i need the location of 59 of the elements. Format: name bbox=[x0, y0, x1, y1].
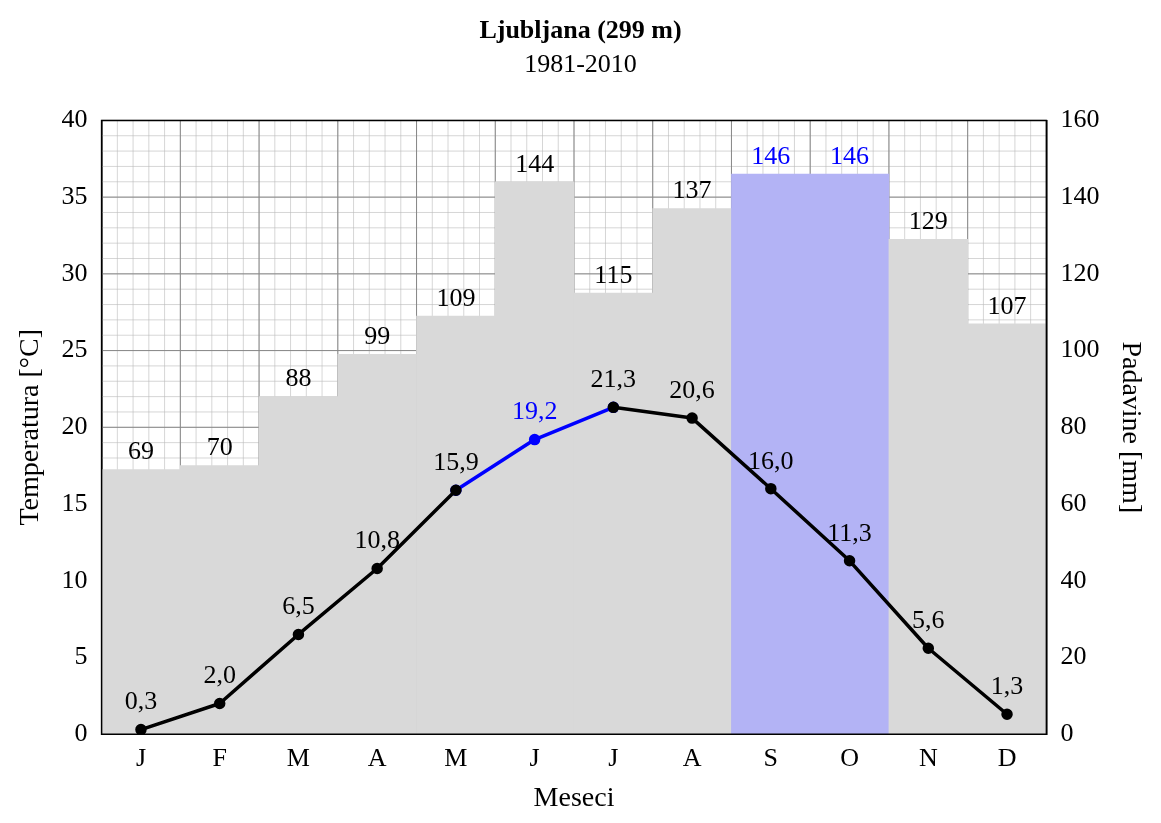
y2-tick-label: 160 bbox=[1060, 104, 1100, 134]
data-label: 137 bbox=[672, 175, 712, 205]
chart-subtitle: 1981-2010 bbox=[524, 48, 637, 78]
data-label: 0,3 bbox=[124, 686, 158, 716]
y2-tick-label: 20 bbox=[1060, 641, 1087, 671]
x-tick-label: D bbox=[997, 742, 1017, 772]
y2-tick-label: 120 bbox=[1060, 257, 1100, 287]
data-label: 15,9 bbox=[433, 447, 479, 477]
y2-tick-label: 80 bbox=[1060, 411, 1087, 441]
x-tick-label: S bbox=[763, 742, 779, 772]
data-label: 129 bbox=[908, 206, 948, 236]
y-tick-label: 20 bbox=[61, 411, 88, 441]
x-tick-label: A bbox=[682, 742, 702, 772]
data-label: 69 bbox=[127, 436, 154, 466]
data-label: 107 bbox=[987, 290, 1027, 320]
data-label: 21,3 bbox=[590, 364, 637, 394]
y2-axis-title: Padavine [mm] bbox=[1116, 341, 1148, 514]
x-tick-label: J bbox=[529, 742, 540, 772]
y-tick-label: 10 bbox=[61, 564, 88, 594]
x-tick-label: N bbox=[918, 742, 938, 772]
y2-tick-label: 100 bbox=[1060, 334, 1100, 364]
y-tick-label: 30 bbox=[61, 257, 88, 287]
data-label: 20,6 bbox=[669, 374, 715, 404]
data-label: 115 bbox=[594, 259, 633, 289]
y-tick-label: 15 bbox=[61, 487, 88, 517]
data-label: 88 bbox=[285, 363, 312, 393]
data-label: 144 bbox=[515, 148, 555, 178]
y-tick-label: 0 bbox=[74, 718, 88, 748]
data-label: 2,0 bbox=[203, 660, 236, 690]
x-axis-title: Meseci bbox=[533, 780, 615, 812]
y2-tick-label: 0 bbox=[1060, 718, 1074, 748]
data-label: 5,6 bbox=[912, 605, 945, 635]
y2-tick-label: 60 bbox=[1060, 487, 1087, 517]
data-label: 109 bbox=[436, 282, 476, 312]
x-tick-label: J bbox=[608, 742, 619, 772]
x-tick-label: A bbox=[367, 742, 387, 772]
data-label: 19,2 bbox=[511, 396, 558, 426]
chart-title: Ljubljana (299 m) bbox=[479, 15, 682, 45]
y-axis-title: Temperatura [°C] bbox=[13, 329, 45, 526]
data-label: 146 bbox=[830, 140, 870, 170]
data-label: 16,0 bbox=[748, 445, 794, 475]
data-label: 6,5 bbox=[282, 591, 315, 621]
x-tick-label: O bbox=[840, 742, 859, 772]
x-tick-label: F bbox=[212, 742, 227, 772]
y-tick-label: 25 bbox=[61, 334, 88, 364]
y-tick-label: 35 bbox=[61, 180, 88, 210]
x-tick-label: M bbox=[286, 742, 310, 772]
data-label: 10,8 bbox=[354, 525, 400, 555]
y2-tick-label: 140 bbox=[1060, 180, 1100, 210]
y-tick-label: 40 bbox=[61, 104, 88, 134]
data-label: 11,3 bbox=[827, 517, 872, 547]
data-label: 146 bbox=[751, 140, 791, 170]
data-label: 1,3 bbox=[990, 671, 1024, 701]
x-tick-label: J bbox=[135, 742, 147, 772]
y-tick-label: 5 bbox=[74, 641, 88, 671]
x-tick-label: M bbox=[444, 742, 468, 772]
data-label: 70 bbox=[206, 432, 233, 462]
y2-tick-label: 40 bbox=[1060, 564, 1087, 594]
data-label: 99 bbox=[364, 321, 391, 351]
